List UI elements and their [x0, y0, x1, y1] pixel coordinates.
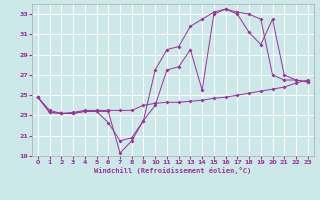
X-axis label: Windchill (Refroidissement éolien,°C): Windchill (Refroidissement éolien,°C)	[94, 167, 252, 174]
